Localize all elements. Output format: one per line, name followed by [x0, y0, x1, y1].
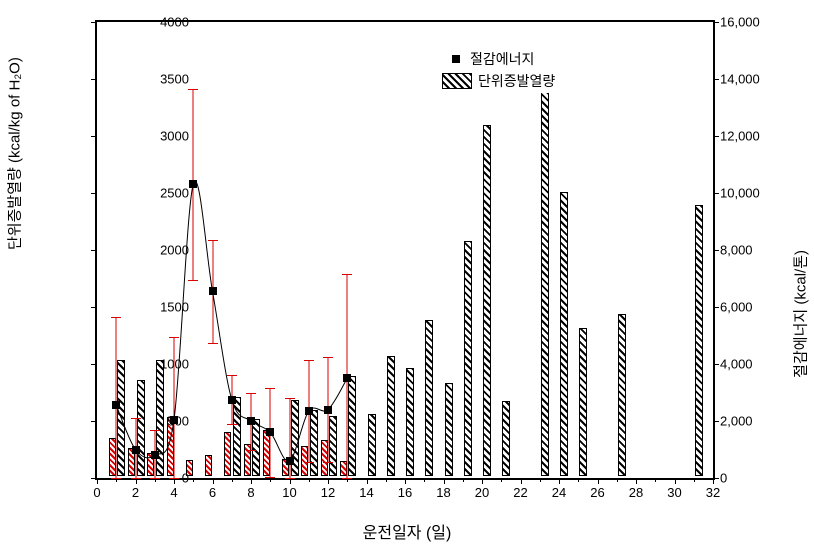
y-right-tick-label: 6,000: [720, 300, 753, 315]
chart-container: 절감에너지 단위증발열량 단위증발열량 (kcal/kg of H₂O) 절감에…: [0, 0, 814, 555]
legend-marker-icon: [442, 55, 470, 63]
legend-label-1: 절감에너지: [470, 49, 534, 69]
data-marker: [228, 396, 236, 404]
y-right-tick-label: 0: [720, 471, 727, 486]
y-right-tick-label: 2,000: [720, 414, 753, 429]
y-axis-right-label: 절감에너지 (kcal/톤): [790, 250, 811, 378]
data-marker: [132, 446, 140, 454]
y-right-tick-label: 8,000: [720, 243, 753, 258]
bar-black: [618, 314, 626, 476]
x-tick-label: 14: [359, 485, 373, 500]
y-axis-left-label: 단위증발열량 (kcal/kg of H₂O): [4, 57, 25, 250]
y-left-tick-label: 2500: [99, 186, 189, 201]
bar-black: [310, 410, 318, 476]
bar-red: [205, 455, 212, 476]
y-right-tick-label: 14,000: [720, 72, 760, 87]
x-tick-label: 16: [398, 485, 412, 500]
y-right-tick-label: 10,000: [720, 186, 760, 201]
x-axis-label: 운전일자 (일): [363, 519, 452, 543]
x-tick-label: 12: [321, 485, 335, 500]
y-left-tick-label: 1000: [99, 357, 189, 372]
y-left-tick-label: 4000: [99, 15, 189, 30]
bar-black: [233, 397, 241, 476]
bar-black: [387, 356, 395, 476]
bar-black: [560, 192, 568, 476]
x-tick-label: 0: [93, 485, 100, 500]
legend-hatch-icon: [442, 73, 472, 89]
x-tick-label: 20: [475, 485, 489, 500]
data-marker: [305, 407, 313, 415]
legend-label-2: 단위증발열량: [478, 71, 555, 91]
x-tick-label: 26: [590, 485, 604, 500]
data-marker: [343, 374, 351, 382]
bar-black: [579, 328, 587, 476]
bar-red: [301, 446, 308, 476]
bar-red: [321, 440, 328, 476]
bar-black: [329, 416, 337, 476]
bar-red: [340, 461, 347, 476]
x-tick-label: 28: [629, 485, 643, 500]
data-marker: [170, 416, 178, 424]
bar-black: [695, 205, 703, 476]
data-marker: [112, 401, 120, 409]
legend-item-markers: 절감에너지: [442, 49, 555, 69]
y-right-tick-label: 16,000: [720, 15, 760, 30]
legend-item-bars: 단위증발열량: [442, 71, 555, 91]
x-tick-label: 22: [513, 485, 527, 500]
data-marker: [324, 406, 332, 414]
y-left-tick-label: 3000: [99, 129, 189, 144]
y-right-tick-label: 12,000: [720, 129, 760, 144]
y-right-tick-label: 4,000: [720, 357, 753, 372]
bar-black: [368, 414, 376, 476]
bar-black: [406, 368, 414, 476]
bar-black: [483, 125, 491, 476]
bar-black: [425, 320, 433, 476]
bar-black: [502, 401, 510, 476]
x-tick-label: 10: [282, 485, 296, 500]
data-marker: [209, 287, 217, 295]
legend: 절감에너지 단위증발열량: [442, 47, 555, 93]
data-marker: [286, 457, 294, 465]
x-tick-label: 2: [132, 485, 139, 500]
x-tick-label: 6: [209, 485, 216, 500]
bar-red: [224, 432, 231, 476]
x-tick-label: 8: [247, 485, 254, 500]
x-tick-label: 32: [706, 485, 720, 500]
data-marker: [266, 428, 274, 436]
bar-red: [263, 430, 270, 476]
x-tick-label: 30: [667, 485, 681, 500]
data-marker: [151, 451, 159, 459]
y-left-tick-label: 2000: [99, 243, 189, 258]
bar-black: [252, 419, 260, 476]
bar-black: [464, 241, 472, 476]
bar-black: [445, 383, 453, 476]
data-marker: [247, 417, 255, 425]
x-tick-label: 4: [170, 485, 177, 500]
y-left-tick-label: 1500: [99, 300, 189, 315]
x-tick-label: 24: [552, 485, 566, 500]
y-left-tick-label: 3500: [99, 72, 189, 87]
bar-black: [541, 49, 549, 477]
data-marker: [189, 180, 197, 188]
x-tick-label: 18: [436, 485, 450, 500]
bar-black: [348, 376, 356, 476]
